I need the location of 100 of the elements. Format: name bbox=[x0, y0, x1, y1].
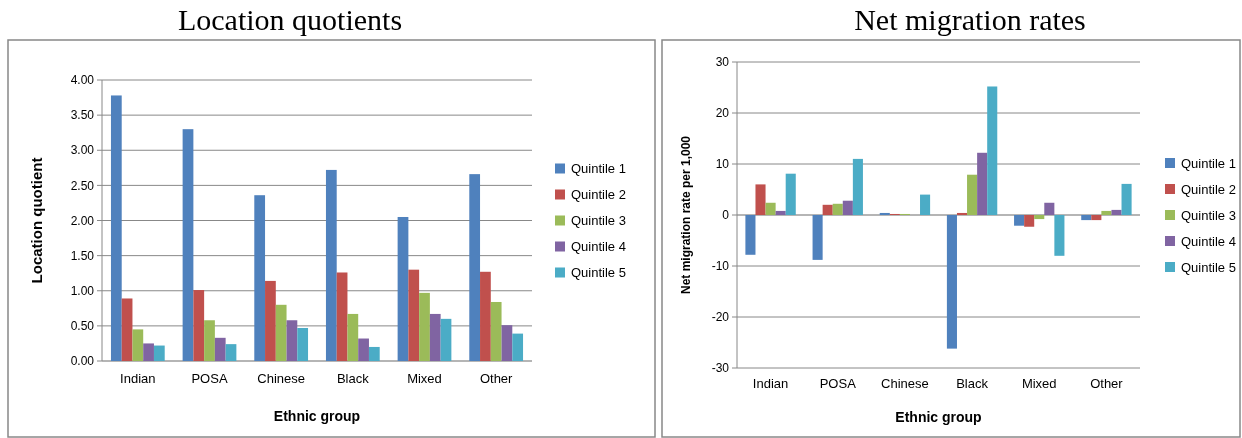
bar bbox=[204, 320, 215, 361]
y-tick-label: 1.50 bbox=[70, 248, 95, 263]
bar bbox=[822, 204, 833, 215]
legend-label: Quintile 3 bbox=[571, 213, 626, 229]
bar bbox=[358, 338, 369, 361]
bar bbox=[440, 318, 452, 361]
legend-label: Quintile 4 bbox=[571, 239, 626, 255]
y-axis-title: Net migration rate per 1,000 bbox=[679, 135, 693, 295]
x-tick-label: Mixed bbox=[407, 371, 442, 386]
bar bbox=[765, 202, 776, 215]
y-tick-label: 30 bbox=[715, 55, 730, 70]
bar bbox=[121, 298, 133, 361]
bar bbox=[755, 184, 766, 215]
bar bbox=[490, 301, 502, 361]
y-tick-label: 4.00 bbox=[70, 73, 95, 88]
bar bbox=[842, 200, 853, 215]
legend-label: Quintile 1 bbox=[1181, 155, 1236, 171]
bar bbox=[1044, 202, 1055, 215]
bar bbox=[193, 290, 205, 361]
x-tick-label: Indian bbox=[120, 371, 156, 386]
y-tick-label: 0 bbox=[722, 208, 730, 223]
bar bbox=[785, 173, 796, 215]
bar bbox=[879, 212, 890, 215]
bar bbox=[852, 158, 863, 215]
bar bbox=[286, 320, 298, 361]
x-tick-label: Other bbox=[479, 371, 514, 386]
legend-label: Quintile 4 bbox=[1181, 233, 1236, 249]
bar bbox=[132, 329, 144, 361]
x-tick-label: Black bbox=[336, 371, 370, 386]
bar bbox=[480, 271, 491, 361]
x-tick-label: POSA bbox=[819, 376, 857, 391]
legend-label: Quintile 5 bbox=[571, 265, 626, 281]
bar bbox=[153, 345, 165, 361]
x-tick-label: Chinese bbox=[257, 371, 306, 386]
x-tick-label: Other bbox=[1090, 376, 1124, 391]
y-tick-label: 10 bbox=[715, 157, 730, 172]
bar bbox=[1034, 215, 1045, 220]
y-tick-label: 2.00 bbox=[70, 213, 95, 228]
x-axis-title: Ethnic group bbox=[895, 409, 982, 425]
bar bbox=[336, 272, 348, 361]
y-tick-label: 3.50 bbox=[70, 108, 95, 123]
bar bbox=[265, 280, 276, 361]
bar bbox=[469, 174, 481, 361]
bar bbox=[225, 344, 237, 361]
x-tick-label: Chinese bbox=[881, 376, 929, 391]
y-axis-title: Location quotient bbox=[28, 157, 45, 284]
bar bbox=[501, 325, 513, 361]
bar bbox=[1121, 183, 1132, 215]
bar bbox=[275, 304, 287, 361]
y-tick-label: 0.00 bbox=[70, 354, 95, 369]
chart-title: Net migration rates bbox=[854, 3, 1086, 36]
bar bbox=[297, 327, 309, 361]
bar bbox=[182, 129, 194, 361]
x-tick-label: Mixed bbox=[1021, 376, 1057, 391]
bar bbox=[967, 174, 978, 215]
bar bbox=[347, 313, 359, 361]
bar bbox=[368, 346, 380, 361]
bar bbox=[745, 215, 756, 255]
bar bbox=[110, 95, 122, 361]
x-tick-label: Indian bbox=[752, 376, 789, 391]
bar bbox=[254, 195, 266, 361]
x-tick-label: POSA bbox=[191, 371, 228, 386]
bar bbox=[946, 215, 957, 349]
bar bbox=[397, 216, 409, 361]
y-tick-label: 0.50 bbox=[70, 319, 95, 334]
bar bbox=[956, 212, 968, 215]
y-tick-label: -10 bbox=[711, 259, 730, 274]
bar bbox=[920, 194, 931, 215]
bar bbox=[775, 210, 786, 215]
bar bbox=[429, 313, 441, 361]
legend-label: Quintile 2 bbox=[1181, 181, 1236, 197]
legend-label: Quintile 1 bbox=[571, 161, 626, 177]
bar bbox=[812, 215, 823, 260]
legend-label: Quintile 3 bbox=[1181, 207, 1236, 223]
y-tick-label: 2.50 bbox=[70, 178, 95, 193]
bar bbox=[1101, 210, 1112, 215]
bar bbox=[1054, 215, 1065, 256]
legend-label: Quintile 2 bbox=[571, 187, 626, 203]
bar bbox=[1024, 215, 1035, 227]
x-tick-label: Black bbox=[956, 376, 989, 391]
bar bbox=[214, 337, 226, 361]
bar bbox=[1091, 215, 1102, 221]
y-tick-label: 20 bbox=[715, 106, 730, 121]
bar bbox=[143, 343, 154, 361]
bar bbox=[408, 269, 420, 361]
chart-title: Location quotients bbox=[177, 3, 403, 36]
bar bbox=[987, 86, 998, 215]
bar bbox=[1081, 215, 1092, 221]
bar bbox=[419, 292, 430, 361]
y-tick-label: 1.00 bbox=[70, 283, 95, 298]
bar bbox=[832, 203, 843, 215]
y-tick-label: -30 bbox=[711, 361, 730, 376]
bar bbox=[325, 169, 337, 361]
bar bbox=[1014, 215, 1025, 226]
x-axis-title: Ethnic group bbox=[273, 408, 361, 424]
bar bbox=[512, 333, 524, 361]
legend-label: Quintile 5 bbox=[1181, 259, 1236, 275]
bar bbox=[1111, 209, 1122, 215]
y-tick-label: 3.00 bbox=[70, 143, 95, 158]
bar bbox=[977, 152, 988, 215]
